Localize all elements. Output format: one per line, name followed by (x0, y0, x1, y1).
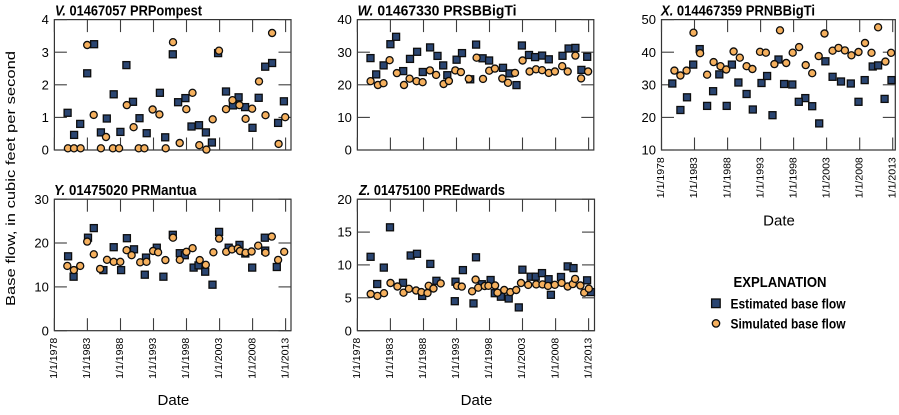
svg-text:1/1/2013: 1/1/2013 (280, 337, 291, 378)
svg-text:20: 20 (642, 110, 656, 125)
svg-text:40: 40 (337, 12, 351, 27)
svg-text:1/1/1993: 1/1/1993 (755, 157, 766, 198)
svg-text:Base flow, in cubic feet per s: Base flow, in cubic feet per second (3, 51, 18, 306)
svg-text:2: 2 (42, 77, 49, 92)
svg-text:1/1/2003: 1/1/2003 (214, 337, 225, 378)
svg-text:30: 30 (337, 45, 351, 60)
svg-text:10: 10 (642, 143, 656, 158)
svg-text:30: 30 (34, 192, 48, 207)
svg-text:1/1/1993: 1/1/1993 (148, 337, 159, 378)
svg-text:Simulated base flow: Simulated base flow (731, 316, 846, 332)
svg-text:0: 0 (345, 323, 352, 338)
svg-text:40: 40 (642, 45, 656, 60)
svg-text:3: 3 (42, 45, 49, 60)
svg-text:1/1/1998: 1/1/1998 (181, 337, 192, 378)
svg-text:1/1/1988: 1/1/1988 (115, 337, 126, 378)
svg-text:1/1/1993: 1/1/1993 (451, 337, 462, 378)
svg-text:1/1/1998: 1/1/1998 (484, 337, 495, 378)
svg-text:1/1/2008: 1/1/2008 (854, 157, 865, 198)
svg-text:1/1/2003: 1/1/2003 (821, 157, 832, 198)
svg-text:Date: Date (158, 392, 190, 409)
svg-text:10: 10 (337, 258, 351, 273)
svg-text:10: 10 (34, 280, 48, 295)
svg-text:1/1/1998: 1/1/1998 (788, 157, 799, 198)
svg-text:20: 20 (34, 236, 48, 251)
svg-text:1/1/2013: 1/1/2013 (583, 337, 594, 378)
svg-text:Z. 01475100 PREdwards: Z. 01475100 PREdwards (358, 182, 505, 199)
svg-text:10: 10 (337, 110, 351, 125)
svg-text:0: 0 (42, 143, 49, 158)
svg-text:1/1/1978: 1/1/1978 (352, 337, 363, 378)
svg-text:30: 30 (642, 77, 656, 92)
svg-text:20: 20 (337, 192, 351, 207)
svg-text:Date: Date (763, 213, 795, 230)
svg-text:1/1/1988: 1/1/1988 (722, 157, 733, 198)
svg-text:1/1/1988: 1/1/1988 (418, 337, 429, 378)
svg-text:Y. 01475020 PRMantua: Y. 01475020 PRMantua (54, 182, 197, 199)
svg-text:0: 0 (42, 323, 49, 338)
svg-text:X. 014467359 PRNBBigTi: X. 014467359 PRNBBigTi (660, 2, 815, 19)
svg-text:W. 01467330 PRSBBigTi: W. 01467330 PRSBBigTi (358, 2, 517, 19)
svg-text:1/1/1983: 1/1/1983 (82, 337, 93, 378)
svg-text:1: 1 (42, 110, 49, 125)
svg-text:V. 01467057 PRPompest: V. 01467057 PRPompest (55, 2, 202, 19)
svg-text:1/1/2013: 1/1/2013 (887, 157, 898, 198)
svg-text:5: 5 (345, 290, 352, 305)
svg-text:1/1/2008: 1/1/2008 (550, 337, 561, 378)
svg-text:50: 50 (642, 12, 656, 27)
svg-text:4: 4 (42, 12, 49, 27)
svg-text:Date: Date (461, 392, 493, 409)
svg-text:1/1/2003: 1/1/2003 (517, 337, 528, 378)
svg-text:1/1/1983: 1/1/1983 (385, 337, 396, 378)
svg-text:1/1/2008: 1/1/2008 (247, 337, 258, 378)
svg-text:Estimated base flow: Estimated base flow (731, 296, 846, 312)
svg-text:1/1/1978: 1/1/1978 (656, 157, 667, 198)
svg-text:1/1/1983: 1/1/1983 (689, 157, 700, 198)
svg-text:1/1/1978: 1/1/1978 (49, 337, 60, 378)
svg-text:0: 0 (345, 143, 352, 158)
svg-text:20: 20 (337, 77, 351, 92)
svg-text:EXPLANATION: EXPLANATION (734, 274, 827, 291)
svg-text:15: 15 (337, 225, 351, 240)
